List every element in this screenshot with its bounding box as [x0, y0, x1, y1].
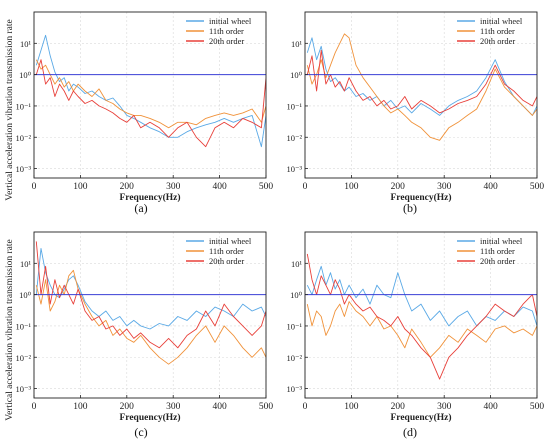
x-tick-label: 300	[166, 402, 181, 412]
legend-entry: 20th order	[209, 256, 244, 266]
plot-area	[34, 232, 266, 398]
x-tick-label: 0	[32, 402, 37, 412]
y-tick-label: 10⁰	[19, 70, 32, 80]
series-line-initial-wheel	[306, 265, 537, 327]
axes-frame	[304, 11, 538, 179]
y-tick-label: 10⁻²	[286, 353, 302, 363]
y-tick-label: 10⁻²	[15, 353, 31, 363]
axes-frame	[33, 11, 267, 179]
legend-entry: initial wheel	[480, 236, 523, 246]
chart-panel-2: 0 100 200 300 400 500 10⁻³ 10⁻² 10⁻¹ 10⁰ 10¹ Freque…	[286, 11, 545, 215]
x-tick-label: 100	[344, 182, 359, 192]
x-tick-label: 400	[212, 402, 227, 412]
plot-area	[305, 12, 537, 178]
x-tick-label: 400	[212, 182, 227, 192]
legend-entry: 20th order	[480, 256, 515, 266]
series-line-20th-order	[306, 49, 537, 114]
y-axis-label: Vertical acceleration vibration transmis…	[5, 239, 15, 420]
x-axis-label: Frequency(Hz)	[119, 192, 180, 203]
x-tick-label: 100	[73, 402, 88, 412]
legend-entry: 11th order	[209, 26, 244, 36]
x-tick-label: 200	[120, 182, 135, 192]
x-axis-label: Frequency(Hz)	[390, 412, 451, 423]
panel-label: (d)	[403, 425, 417, 439]
y-tick-label: 10⁻¹	[286, 321, 302, 331]
y-tick-label: 10⁻³	[15, 384, 31, 394]
y-tick-label: 10⁰	[19, 290, 32, 300]
x-tick-label: 200	[391, 402, 406, 412]
chart-panel-3: 0 100 200 300 400 500 10⁻³ 10⁻² 10⁻¹ 10⁰ 10¹ Freque…	[5, 231, 274, 439]
x-tick-label: 400	[483, 182, 498, 192]
x-tick-label: 300	[437, 182, 452, 192]
legend-entry: initial wheel	[209, 16, 252, 26]
y-tick-label: 10¹	[20, 259, 32, 269]
y-tick-label: 10⁰	[290, 290, 303, 300]
x-axis-label: Frequency(Hz)	[119, 412, 180, 423]
chart-panel-4: 0 100 200 300 400 500 10⁻³ 10⁻² 10⁻¹ 10⁰ 10¹ Freque…	[286, 231, 545, 439]
y-tick-label: 10⁻²	[286, 133, 302, 143]
legend-entry: initial wheel	[480, 16, 523, 26]
y-tick-label: 10⁻³	[15, 164, 31, 174]
series-line-11th-order	[35, 269, 266, 365]
series-group	[306, 33, 537, 141]
x-axis-label: Frequency(Hz)	[390, 192, 451, 203]
y-tick-label: 10¹	[20, 39, 32, 49]
x-tick-label: 500	[530, 402, 545, 412]
panel-label: (c)	[134, 425, 147, 439]
series-line-20th-order	[35, 241, 266, 349]
y-tick-label: 10⁻¹	[15, 101, 31, 111]
series-group	[306, 253, 537, 380]
panel-label: (a)	[134, 201, 147, 215]
x-tick-label: 200	[391, 182, 406, 192]
panel-label: (b)	[403, 201, 417, 215]
plot-area	[34, 12, 266, 178]
x-tick-label: 200	[120, 402, 135, 412]
axes-frame	[304, 231, 538, 399]
x-tick-label: 400	[483, 402, 498, 412]
x-tick-label: 100	[344, 402, 359, 412]
legend-entry: 11th order	[480, 26, 515, 36]
series-line-11th-order	[306, 33, 537, 141]
x-tick-label: 0	[32, 182, 37, 192]
y-tick-label: 10⁰	[290, 70, 303, 80]
series-line-11th-order	[35, 59, 266, 129]
y-tick-label: 10⁻²	[15, 133, 31, 143]
axes-frame	[33, 231, 267, 399]
x-tick-label: 500	[259, 182, 274, 192]
series-line-20th-order	[35, 59, 266, 148]
x-tick-label: 0	[303, 402, 308, 412]
y-tick-label: 10⁻³	[286, 164, 302, 174]
legend-entry: 11th order	[209, 246, 244, 256]
series-line-20th-order	[306, 253, 537, 380]
y-tick-label: 10⁻¹	[286, 101, 302, 111]
y-tick-label: 10¹	[291, 39, 303, 49]
series-line-11th-order	[306, 301, 537, 358]
y-tick-label: 10⁻³	[286, 384, 302, 394]
y-tick-label: 10⁻¹	[15, 321, 31, 331]
series-group	[35, 34, 266, 148]
x-tick-label: 500	[530, 182, 545, 192]
legend-entry: 11th order	[480, 246, 515, 256]
legend-entry: 20th order	[209, 36, 244, 46]
x-tick-label: 500	[259, 402, 274, 412]
x-tick-label: 100	[73, 182, 88, 192]
legend-entry: initial wheel	[209, 236, 252, 246]
x-tick-label: 0	[303, 182, 308, 192]
y-axis-label: Vertical acceleration vibration transmis…	[5, 19, 15, 200]
x-tick-label: 300	[166, 182, 181, 192]
y-tick-label: 10¹	[291, 259, 303, 269]
x-tick-label: 300	[437, 402, 452, 412]
legend-entry: 20th order	[480, 36, 515, 46]
chart-panel-1: 0 100 200 300 400 500 10⁻³ 10⁻² 10⁻¹ 10⁰ 10¹ Freque…	[5, 11, 274, 215]
